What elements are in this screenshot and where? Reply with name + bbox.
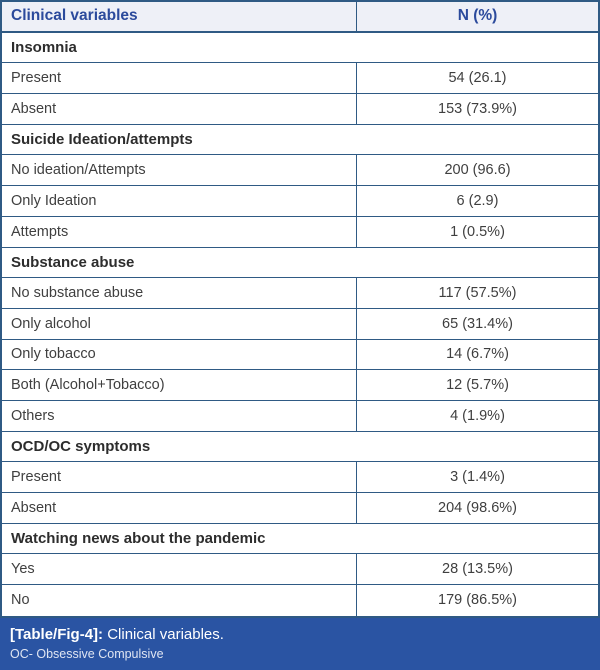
section-title: Watching news about the pandemic (11, 530, 266, 548)
table-row: No 179 (86.5%) (2, 585, 598, 616)
row-label: Present (2, 462, 357, 492)
table-header-row: Clinical variables N (%) (2, 2, 598, 33)
section-header-row: Insomnia (2, 33, 598, 64)
table-row: Absent 153 (73.9%) (2, 94, 598, 125)
table-row: No substance abuse 117 (57.5%) (2, 278, 598, 309)
header-value-column: N (%) (457, 7, 498, 25)
row-value: 54 (26.1) (448, 70, 507, 87)
row-label: Only alcohol (2, 308, 357, 339)
table-row: Only tobacco 14 (6.7%) (2, 339, 598, 371)
section-title: Suicide Ideation/attempts (11, 131, 193, 149)
table-row: Only alcohol 65 (31.4%) (2, 308, 598, 340)
row-value: 117 (57.5%) (438, 285, 517, 302)
row-value: 14 (6.7%) (446, 346, 509, 363)
row-label: Only Ideation (2, 186, 357, 216)
caption-footnote: OC- Obsessive Compulsive (10, 647, 164, 661)
row-value: 200 (96.6) (444, 162, 511, 179)
header-variable-column: Clinical variables (2, 2, 357, 31)
section-title: OCD/OC symptoms (11, 437, 151, 455)
row-value: 179 (86.5%) (438, 592, 517, 609)
section-title: Substance abuse (11, 253, 135, 271)
row-value: 65 (31.4%) (442, 315, 513, 332)
section-header-row: OCD/OC symptoms (2, 432, 598, 463)
table-row: Yes 28 (13.5%) (2, 554, 598, 586)
table-row: Attempts 1 (0.5%) (2, 216, 598, 248)
table-row: Absent 204 (98.6%) (2, 493, 598, 524)
row-value: 3 (1.4%) (450, 469, 505, 486)
table-body: Insomnia Present 54 (26.1) Absent 153 (73.9%… (2, 33, 598, 616)
clinical-variables-table: Clinical variables N (%) Insomnia Present… (0, 0, 600, 618)
row-label: Absent (2, 94, 357, 124)
table-row: Others 4 (1.9%) (2, 400, 598, 432)
row-label: Present (2, 63, 357, 94)
table-row: Both (Alcohol+Tobacco) 12 (5.7%) (2, 370, 598, 401)
row-value: 28 (13.5%) (442, 561, 513, 578)
row-value: 204 (98.6%) (438, 499, 517, 516)
row-label: No substance abuse (2, 278, 357, 308)
table-row: Only Ideation 6 (2.9) (2, 186, 598, 217)
caption-bar: [Table/Fig-4]: Clinical variables. OC- O… (0, 618, 600, 670)
table-row: Present 54 (26.1) (2, 63, 598, 95)
row-value: 153 (73.9%) (438, 100, 517, 117)
section-header-row: Substance abuse (2, 248, 598, 279)
row-label: Absent (2, 493, 357, 523)
row-value: 12 (5.7%) (446, 377, 509, 394)
table-row: Present 3 (1.4%) (2, 462, 598, 493)
row-value: 6 (2.9) (456, 192, 499, 209)
row-label: No (2, 585, 357, 616)
caption-line: [Table/Fig-4]: Clinical variables. (10, 625, 590, 644)
row-label: Only tobacco (2, 339, 357, 370)
row-label: Both (Alcohol+Tobacco) (2, 370, 357, 400)
row-label: Attempts (2, 216, 357, 247)
section-header-row: Watching news about the pandemic (2, 524, 598, 555)
row-label: Others (2, 400, 357, 431)
caption-title: Clinical variables. (107, 626, 224, 643)
row-label: No ideation/Attempts (2, 155, 357, 186)
section-title: Insomnia (11, 39, 77, 57)
section-header-row: Suicide Ideation/attempts (2, 125, 598, 156)
table-row: No ideation/Attempts 200 (96.6) (2, 155, 598, 187)
row-label: Yes (2, 554, 357, 585)
caption-label: [Table/Fig-4]: (10, 626, 104, 643)
row-value: 1 (0.5%) (450, 223, 505, 240)
row-value: 4 (1.9%) (450, 407, 505, 424)
